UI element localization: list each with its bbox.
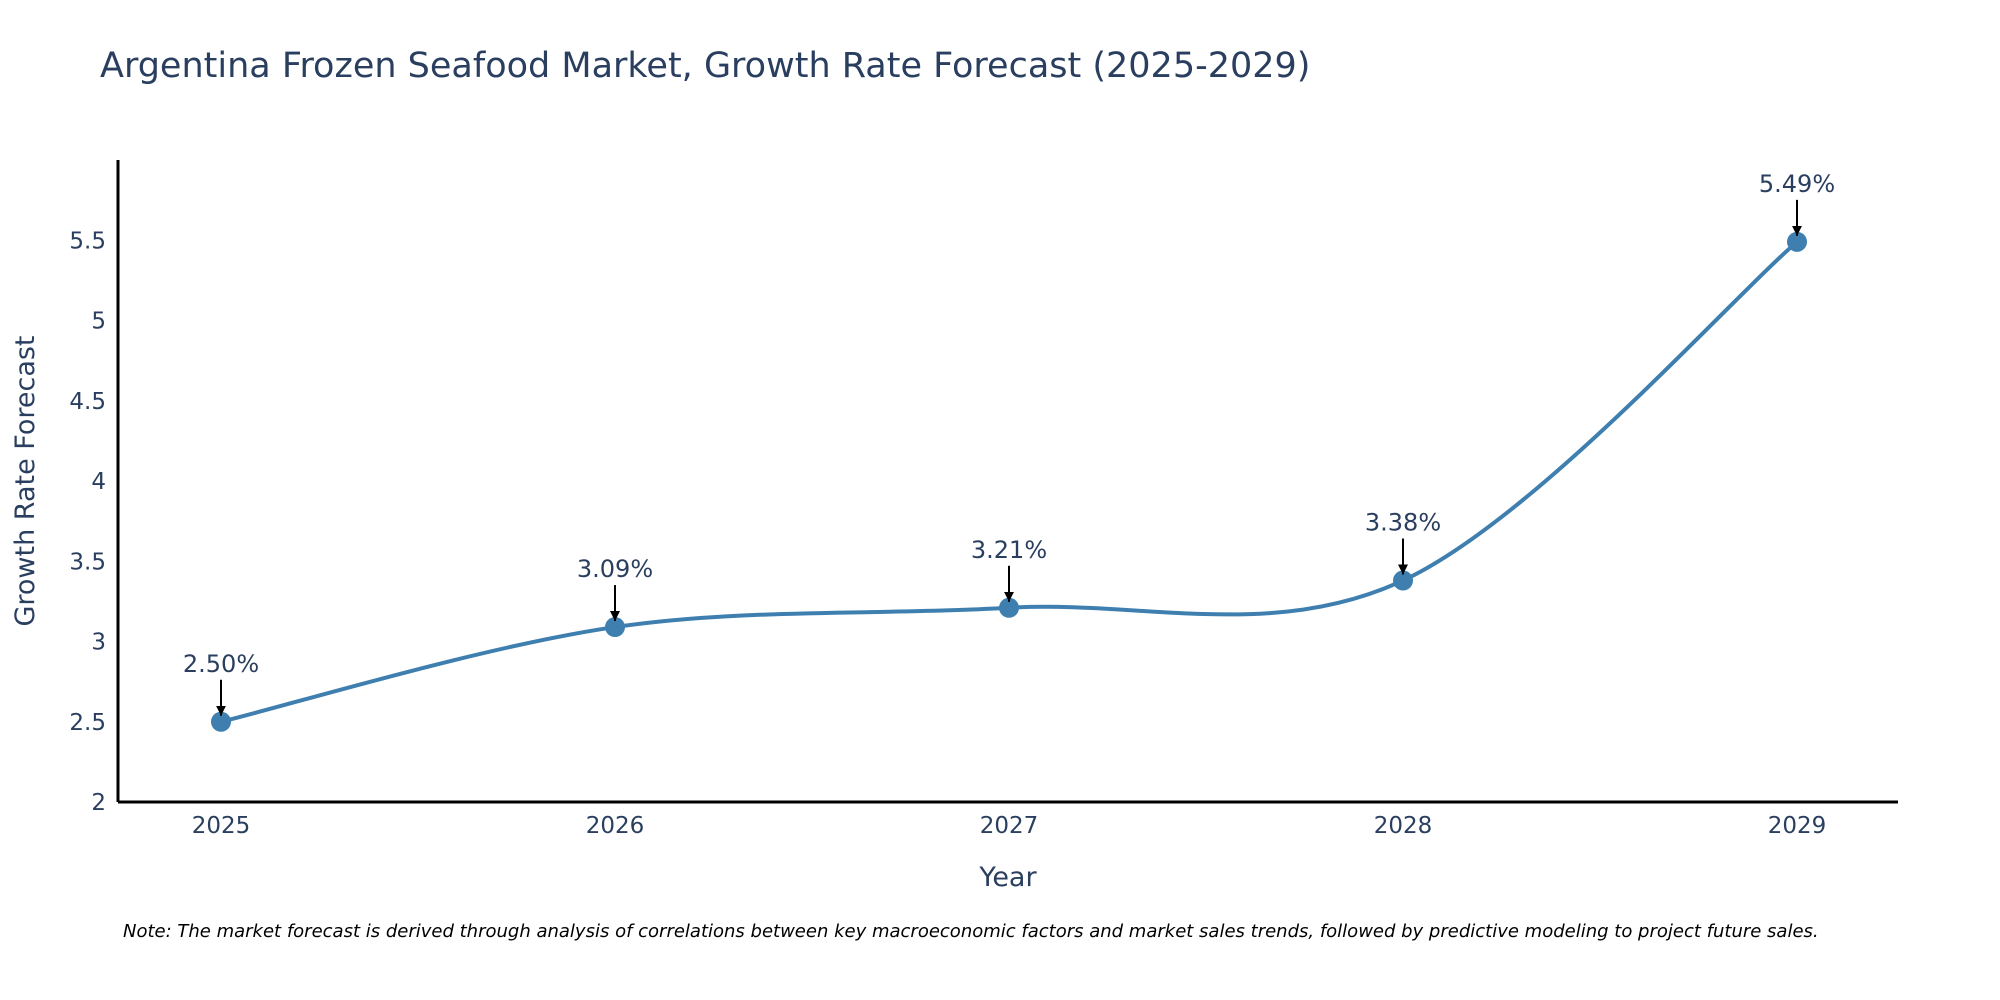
x-tick-labels: 2025 2026 2027 2028 2029 [192, 813, 1827, 839]
chart-title: Argentina Frozen Seafood Market, Growth … [100, 46, 1311, 86]
x-tick-label: 2025 [192, 813, 251, 839]
y-tick-label: 4 [91, 469, 106, 495]
y-tick-label: 5 [91, 309, 106, 335]
x-tick-label: 2029 [1768, 813, 1827, 839]
data-label: 2.50% [183, 650, 259, 678]
data-point [211, 711, 231, 732]
x-tick-label: 2028 [1374, 813, 1433, 839]
x-tick-label: 2026 [586, 813, 645, 839]
series-line [220, 240, 1799, 724]
data-label: 3.38% [1365, 509, 1441, 537]
data-label: 3.09% [577, 555, 653, 583]
y-tick-label: 3.5 [69, 549, 106, 575]
y-tick-label: 2 [91, 790, 106, 816]
y-tick-label: 4.5 [69, 389, 106, 415]
data-point [1393, 570, 1413, 591]
y-tick-label: 3 [91, 630, 106, 656]
data-markers [211, 231, 1807, 732]
data-point [1787, 231, 1807, 252]
y-axis-title: Growth Rate Forecast [10, 335, 41, 626]
y-tick-label: 2.5 [69, 710, 106, 736]
data-label: 3.21% [971, 536, 1047, 564]
data-point [605, 617, 625, 638]
y-tick-label: 5.5 [69, 228, 106, 254]
data-label: 5.49% [1759, 170, 1835, 198]
x-axis-title: Year [978, 862, 1037, 893]
data-annotations: 2.50% 3.09% 3.21% 3.38% 5.49% [183, 170, 1835, 716]
x-tick-label: 2027 [980, 813, 1039, 839]
data-point [999, 597, 1019, 618]
footnote: Note: The market forecast is derived thr… [123, 921, 1819, 942]
y-tick-labels: 2 2.5 3 3.5 4 4.5 5 5.5 [69, 228, 106, 816]
